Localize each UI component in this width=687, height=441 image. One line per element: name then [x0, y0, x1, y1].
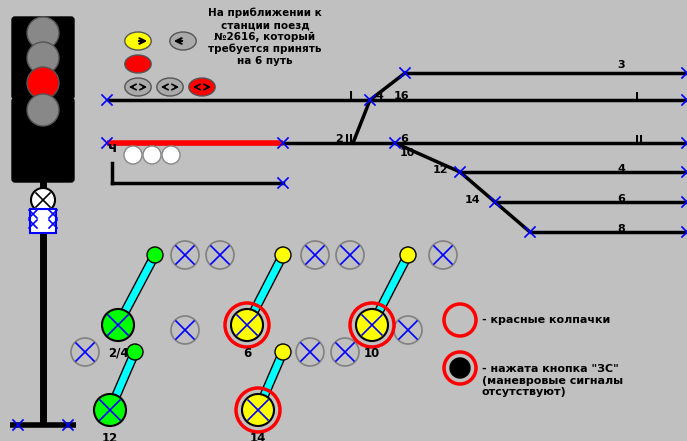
Circle shape — [275, 247, 291, 263]
Text: 12: 12 — [102, 432, 118, 441]
Circle shape — [143, 146, 161, 164]
Ellipse shape — [189, 78, 215, 96]
Ellipse shape — [157, 78, 183, 96]
Text: 8: 8 — [617, 224, 624, 234]
Circle shape — [124, 146, 142, 164]
Ellipse shape — [125, 32, 151, 50]
Circle shape — [102, 309, 134, 341]
Circle shape — [206, 241, 234, 269]
Circle shape — [394, 316, 422, 344]
Circle shape — [171, 241, 199, 269]
Circle shape — [27, 67, 59, 99]
Text: 4: 4 — [617, 164, 625, 174]
Text: ч: ч — [107, 141, 117, 155]
Circle shape — [31, 188, 55, 212]
Text: 16: 16 — [394, 91, 409, 101]
Text: 12: 12 — [433, 165, 448, 175]
Circle shape — [147, 247, 163, 263]
Text: II: II — [345, 134, 353, 144]
Circle shape — [127, 344, 143, 360]
Text: - нажата кнопка "ЗС"
(маневровые сигналы
отсутствуют): - нажата кнопка "ЗС" (маневровые сигналы… — [482, 364, 623, 397]
Circle shape — [231, 309, 263, 341]
Text: 2: 2 — [335, 134, 343, 144]
FancyBboxPatch shape — [12, 98, 74, 182]
Text: 10: 10 — [364, 347, 380, 360]
Text: 6: 6 — [400, 134, 408, 144]
Circle shape — [336, 241, 364, 269]
Text: I: I — [349, 91, 353, 101]
FancyBboxPatch shape — [30, 209, 56, 233]
Ellipse shape — [125, 55, 151, 73]
Text: 14: 14 — [464, 195, 480, 205]
Circle shape — [450, 358, 470, 378]
Text: II: II — [635, 135, 643, 145]
Circle shape — [331, 338, 359, 366]
Text: 2/4: 2/4 — [108, 347, 128, 360]
Text: 6: 6 — [617, 194, 625, 204]
Circle shape — [27, 94, 59, 126]
Circle shape — [356, 309, 388, 341]
Circle shape — [296, 338, 324, 366]
Text: 14: 14 — [250, 432, 266, 441]
Circle shape — [94, 394, 126, 426]
Circle shape — [162, 146, 180, 164]
Circle shape — [27, 42, 59, 74]
Circle shape — [275, 344, 291, 360]
Circle shape — [429, 241, 457, 269]
Text: 10: 10 — [400, 148, 416, 158]
Text: 4: 4 — [375, 91, 383, 101]
Circle shape — [171, 316, 199, 344]
Text: 3: 3 — [617, 60, 624, 70]
FancyBboxPatch shape — [12, 17, 74, 99]
Circle shape — [27, 17, 59, 49]
Circle shape — [301, 241, 329, 269]
Ellipse shape — [125, 78, 151, 96]
Circle shape — [400, 247, 416, 263]
Ellipse shape — [170, 32, 196, 50]
Text: На приближении к
станции поезд
№2616, который
требуется принять
на 6 путь: На приближении к станции поезд №2616, ко… — [208, 8, 322, 66]
Text: - красные колпачки: - красные колпачки — [482, 315, 610, 325]
Text: I: I — [635, 92, 639, 102]
Circle shape — [71, 338, 99, 366]
Text: 6: 6 — [243, 347, 251, 360]
Circle shape — [242, 394, 274, 426]
